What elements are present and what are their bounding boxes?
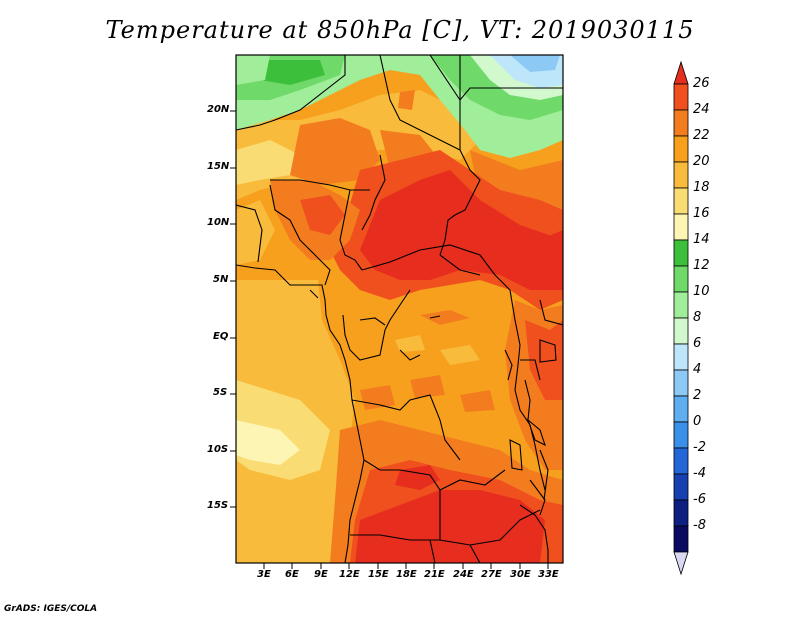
colorbar-level-label: 12: [693, 258, 710, 273]
colorbar-swatch: [673, 83, 689, 111]
colorbar-level-label: 16: [693, 206, 710, 221]
colorbar-bottom-arrow: [673, 551, 689, 576]
colorbar-level-label: -4: [693, 466, 706, 481]
lon-label-12e: 12E: [339, 569, 360, 580]
colorbar-swatch: [673, 135, 689, 163]
colorbar-level-label: 22: [693, 128, 710, 143]
colorbar-swatch: [673, 109, 689, 137]
colorbar-swatch: [673, 369, 689, 397]
lat-label-20n: 20N: [207, 104, 230, 115]
colorbar-swatch: [673, 187, 689, 215]
lon-label-24e: 24E: [453, 569, 474, 580]
colorbar-swatch: [673, 213, 689, 241]
lon-ticks: [263, 563, 549, 569]
colorbar-level-label: -8: [693, 518, 706, 533]
colorbar-swatch: [673, 291, 689, 319]
colorbar-level-label: 4: [693, 362, 702, 377]
lon-label-3e: 3E: [257, 569, 271, 580]
lon-label-21e: 21E: [424, 569, 445, 580]
lat-label-10n: 10N: [207, 217, 230, 228]
lon-label-6e: 6E: [285, 569, 299, 580]
lon-label-33e: 33E: [538, 569, 559, 580]
lat-label-eq: EQ: [213, 331, 229, 342]
colorbar-swatch: [673, 343, 689, 371]
lon-label-9e: 9E: [314, 569, 328, 580]
colorbar-level-label: 8: [693, 310, 702, 325]
colorbar-level-label: -6: [693, 492, 706, 507]
lat-label-5s: 5S: [213, 387, 228, 398]
colorbar-level-label: 26: [693, 76, 710, 91]
colorbar-level-label: 10: [693, 284, 710, 299]
map-frame: [235, 54, 564, 564]
lon-label-15e: 15E: [368, 569, 389, 580]
lon-label-30e: 30E: [510, 569, 531, 580]
colorbar-level-label: 18: [693, 180, 710, 195]
colorbar-level-label: -2: [693, 440, 706, 455]
colorbar-swatch: [673, 265, 689, 293]
colorbar-level-label: 14: [693, 232, 710, 247]
colorbar-level-label: 0: [693, 414, 702, 429]
colorbar-swatch: [673, 421, 689, 449]
colorbar-level-label: 6: [693, 336, 702, 351]
colorbar-swatch: [673, 473, 689, 501]
colorbar-level-label: 2: [693, 388, 702, 403]
colorbar: [673, 60, 689, 576]
colorbar-top-arrow: [673, 60, 689, 85]
lon-label-27e: 27E: [481, 569, 502, 580]
colorbar-swatch: [673, 447, 689, 475]
map-title: Temperature at 850hPa [C], VT: 201903011…: [105, 16, 695, 44]
grads-credit: GrADS: IGES/COLA: [4, 604, 98, 614]
colorbar-swatch: [673, 317, 689, 345]
colorbar-swatch: [673, 395, 689, 423]
lat-label-15s: 15S: [207, 500, 229, 511]
lat-label-5n: 5N: [213, 274, 229, 285]
colorbar-swatch: [673, 499, 689, 527]
lat-label-15n: 15N: [207, 161, 230, 172]
colorbar-level-label: 24: [693, 102, 710, 117]
colorbar-swatch: [673, 525, 689, 553]
country-borders: [236, 55, 563, 563]
colorbar-swatch: [673, 239, 689, 267]
colorbar-swatch: [673, 161, 689, 189]
lat-label-10s: 10S: [207, 444, 229, 455]
lat-ticks: [230, 110, 236, 508]
lon-label-18e: 18E: [396, 569, 417, 580]
temperature-field: [236, 55, 563, 563]
colorbar-level-label: 20: [693, 154, 710, 169]
